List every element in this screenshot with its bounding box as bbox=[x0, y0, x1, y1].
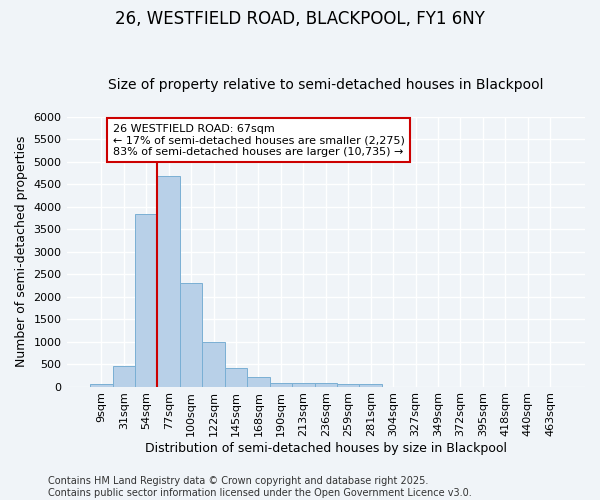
Bar bbox=[202, 342, 225, 386]
Y-axis label: Number of semi-detached properties: Number of semi-detached properties bbox=[15, 136, 28, 368]
Bar bbox=[247, 377, 269, 386]
Bar bbox=[113, 366, 135, 386]
Bar bbox=[269, 382, 292, 386]
Bar bbox=[180, 283, 202, 387]
Bar bbox=[90, 384, 113, 386]
Bar bbox=[157, 176, 180, 386]
X-axis label: Distribution of semi-detached houses by size in Blackpool: Distribution of semi-detached houses by … bbox=[145, 442, 507, 455]
Text: 26, WESTFIELD ROAD, BLACKPOOL, FY1 6NY: 26, WESTFIELD ROAD, BLACKPOOL, FY1 6NY bbox=[115, 10, 485, 28]
Text: Contains HM Land Registry data © Crown copyright and database right 2025.
Contai: Contains HM Land Registry data © Crown c… bbox=[48, 476, 472, 498]
Bar bbox=[135, 214, 157, 386]
Bar bbox=[337, 384, 359, 386]
Bar bbox=[314, 384, 337, 386]
Title: Size of property relative to semi-detached houses in Blackpool: Size of property relative to semi-detach… bbox=[108, 78, 544, 92]
Bar bbox=[359, 384, 382, 386]
Text: 26 WESTFIELD ROAD: 67sqm
← 17% of semi-detached houses are smaller (2,275)
83% o: 26 WESTFIELD ROAD: 67sqm ← 17% of semi-d… bbox=[113, 124, 404, 156]
Bar bbox=[292, 384, 314, 386]
Bar bbox=[225, 368, 247, 386]
